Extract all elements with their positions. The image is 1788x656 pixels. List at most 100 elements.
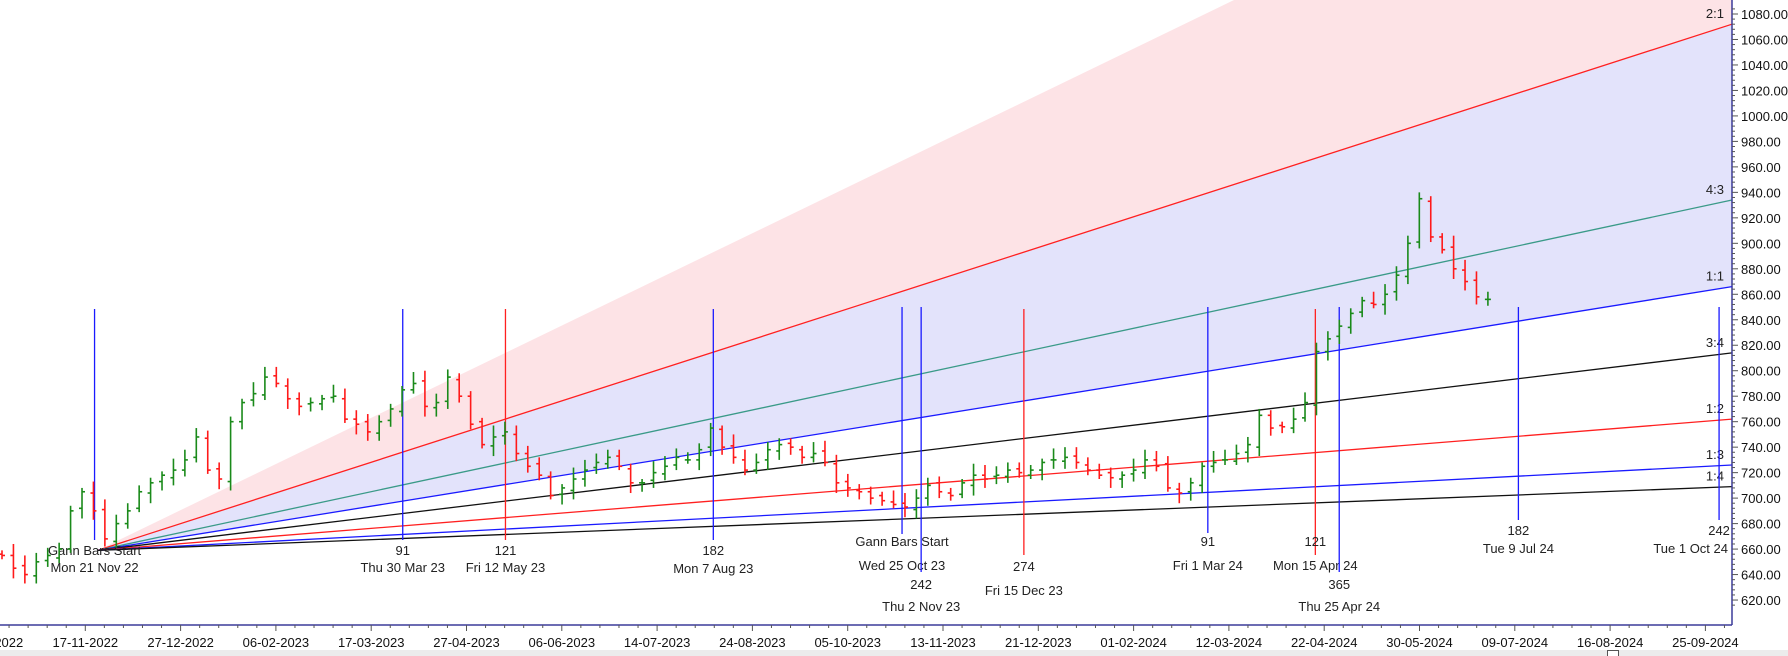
ohlc-bar — [1119, 471, 1126, 488]
horizontal-scrollbar[interactable] — [0, 650, 1788, 656]
ohlc-bar — [616, 449, 623, 471]
ohlc-bar — [536, 457, 543, 481]
y-tick-label: 900.00 — [1741, 236, 1781, 251]
ohlc-bar — [1061, 447, 1068, 469]
ohlc-bar — [787, 438, 794, 455]
ohlc-bar — [387, 403, 394, 427]
ohlc-bar — [193, 428, 200, 463]
cycle-count-label: 121 — [495, 543, 517, 558]
ohlc-bar — [741, 449, 748, 476]
fan-label: 1:1 — [1706, 269, 1724, 284]
ohlc-bar — [410, 371, 417, 394]
ohlc-bar — [1050, 448, 1057, 469]
ohlc-bar — [204, 430, 211, 474]
ohlc-bar — [1279, 421, 1286, 434]
cycle-count-label: 91 — [396, 543, 410, 558]
ohlc-bar — [639, 479, 646, 492]
cycle-date-label: Thu 2 Nov 23 — [882, 599, 960, 614]
ohlc-bar — [1027, 464, 1034, 480]
ohlc-bar — [330, 384, 337, 403]
ohlc-bar — [1439, 233, 1446, 254]
cycle-date-label: Fri 12 May 23 — [466, 560, 545, 575]
ohlc-bar — [707, 422, 714, 457]
ohlc-bar — [1347, 308, 1354, 334]
ohlc-bar — [490, 425, 497, 457]
ohlc-bar — [433, 393, 440, 417]
x-tick-label: 30-05-2024 — [1386, 635, 1453, 650]
ohlc-bar — [1142, 449, 1148, 480]
ohlc-bar — [1484, 291, 1491, 306]
cycle-date-label: Tue 1 Oct 24 — [1653, 541, 1728, 556]
y-tick-label: 700.00 — [1741, 491, 1781, 506]
ohlc-bar — [1404, 235, 1411, 285]
ohlc-bar — [1176, 482, 1183, 504]
y-tick-label: 660.00 — [1741, 542, 1781, 557]
x-tick-label: 27-12-2022 — [147, 635, 214, 650]
ohlc-bar — [181, 449, 188, 477]
ohlc-bar — [890, 490, 897, 509]
cycle-date-label: Fri 15 Dec 23 — [985, 583, 1063, 598]
scrollbar-thumb[interactable] — [1607, 650, 1619, 656]
ohlc-bar — [250, 382, 257, 407]
ohlc-bar — [719, 425, 726, 455]
y-tick-label: 620.00 — [1741, 593, 1781, 608]
ohlc-bar — [524, 445, 531, 473]
ohlc-bar — [753, 453, 760, 474]
x-tick-label: 09-07-2024 — [1482, 635, 1549, 650]
cycle-count-label: 182 — [702, 543, 724, 558]
y-tick-label: 1000.00 — [1741, 109, 1788, 124]
cycle-count-label: 242 — [910, 577, 932, 592]
fan-label: 1:3 — [1706, 447, 1724, 462]
x-tick-label: 24-08-2023 — [719, 635, 786, 650]
fan-label: 1:4 — [1706, 469, 1724, 484]
y-tick-label: 880.00 — [1741, 262, 1781, 277]
x-tick-label: 27-04-2023 — [433, 635, 500, 650]
y-tick-label: 1060.00 — [1741, 32, 1788, 47]
ohlc-bar — [844, 473, 851, 497]
ohlc-bar — [124, 503, 131, 529]
fan-fill — [97, 0, 1732, 551]
x-tick-label: 21-12-2023 — [1005, 635, 1072, 650]
ohlc-bar — [1039, 458, 1046, 481]
fan-line-1-1 — [97, 285, 1733, 551]
ohlc-bar — [1267, 410, 1274, 436]
ohlc-bar — [764, 442, 771, 471]
ohlc-bar — [1107, 467, 1114, 488]
fan-line-1-4 — [97, 486, 1733, 552]
y-tick-label: 1020.00 — [1741, 83, 1788, 98]
x-tick-label: 13-11-2023 — [910, 635, 976, 650]
ohlc-bar — [970, 463, 977, 496]
ohlc-bar — [0, 550, 5, 560]
x-tick-label: 17-11-2022 — [53, 635, 119, 650]
ohlc-bar — [924, 477, 931, 506]
cycle-count-label: Gann Bars Start — [855, 534, 949, 549]
ohlc-bar — [1393, 266, 1400, 301]
ohlc-bar — [10, 543, 17, 579]
ohlc-bar — [1450, 235, 1457, 279]
ohlc-bar — [867, 486, 874, 505]
ohlc-bar — [113, 514, 120, 548]
ohlc-bar — [810, 442, 817, 463]
ohlc-bar — [604, 449, 611, 469]
cycle-lines: Gann Bars Start Mon 21 Nov 22 91 Thu 30 Mar… — [48, 307, 1730, 614]
fan-line-4-3 — [97, 199, 1733, 551]
ohlc-bar — [673, 448, 680, 471]
y-tick-label: 1040.00 — [1741, 58, 1788, 73]
y-tick-label: 820.00 — [1741, 338, 1781, 353]
y-tick-label: 840.00 — [1741, 313, 1781, 328]
fan-label: 4:3 — [1706, 182, 1724, 197]
ohlc-bar — [1302, 392, 1309, 422]
ohlc-bar — [101, 499, 108, 547]
ohlc-bar — [650, 461, 657, 488]
ohlc-bar — [1382, 284, 1389, 315]
ohlc-bar — [913, 489, 920, 519]
cycle-count-label: Gann Bars Start — [48, 543, 142, 558]
ohlc-bar — [1016, 462, 1023, 478]
ohlc-bar — [1210, 450, 1217, 473]
ohlc-bar — [136, 485, 143, 513]
ohlc-bar — [21, 555, 28, 584]
cycle-count-label: 91 — [1201, 534, 1215, 549]
cycle-date-label: Mon 21 Nov 22 — [50, 560, 138, 575]
